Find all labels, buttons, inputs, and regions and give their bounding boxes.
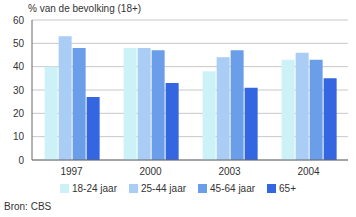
html-text:65+: 65+: [279, 183, 296, 194]
html-text:45-64 jaar: 45-64 jaar: [210, 183, 256, 194]
html-text:% van de bevolking (18+): % van de bevolking (18+): [28, 3, 142, 14]
html-text:25-44 jaar: 25-44 jaar: [141, 183, 186, 194]
svg-text:50: 50: [13, 38, 25, 49]
svg-text:1997: 1997: [60, 166, 83, 177]
html-text:18-24 jaar: 18-24 jaar: [72, 183, 117, 194]
svg-text:10: 10: [13, 131, 25, 142]
svg-text:0: 0: [18, 155, 24, 166]
svg-text:30: 30: [13, 85, 25, 96]
svg-text:2000: 2000: [139, 166, 162, 177]
html-text:Bron: CBS: Bron: CBS: [4, 201, 52, 212]
svg-text:20: 20: [13, 108, 25, 119]
svg-text:2003: 2003: [218, 166, 241, 177]
svg-text:40: 40: [13, 61, 25, 72]
svg-text:60: 60: [13, 15, 25, 26]
svg-text:2004: 2004: [297, 166, 320, 177]
